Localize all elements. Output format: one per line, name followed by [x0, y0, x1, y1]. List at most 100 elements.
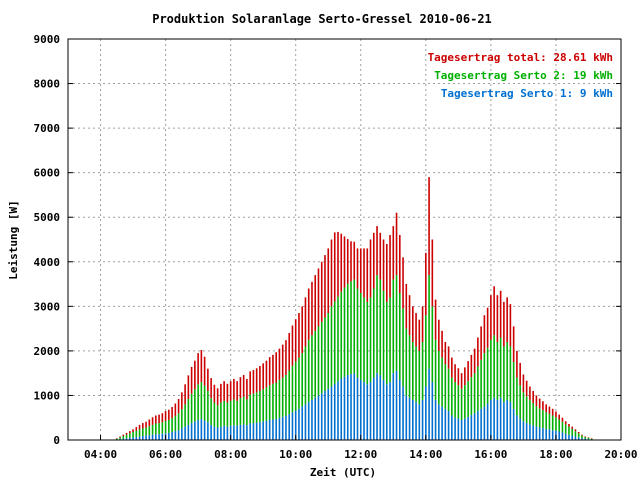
bar-segment-total: [447, 346, 450, 369]
bar-segment-total: [194, 360, 196, 390]
bar-segment-serto-2: [418, 350, 421, 405]
bar-segment-serto-1: [382, 379, 385, 440]
bar-segment-serto-2: [512, 362, 515, 409]
bar-segment-serto-2: [496, 341, 499, 400]
bar-segment-serto-2: [412, 341, 414, 400]
bar-segment-serto-2: [346, 283, 349, 375]
bar-segment-serto-1: [509, 402, 512, 440]
bar-segment-serto-2: [174, 415, 177, 432]
bar-segment-serto-1: [431, 382, 434, 440]
bar-segment-serto-2: [291, 365, 294, 413]
bar-segment-total: [464, 367, 466, 386]
bar-segment-total: [473, 348, 476, 374]
bar-segment-serto-2: [415, 346, 417, 403]
bar-segment-total: [392, 226, 395, 280]
bar-segment-serto-1: [259, 422, 261, 440]
bar-segment-total: [542, 401, 544, 411]
bar-segment-total: [460, 373, 463, 389]
bar-segment-serto-2: [366, 301, 369, 385]
bar-segment-serto-2: [340, 291, 343, 379]
bar-segment-serto-1: [181, 428, 183, 440]
bar-segment-serto-2: [327, 313, 330, 389]
bar-segment-total: [145, 421, 147, 428]
bar-segment-total: [174, 403, 177, 416]
bar-segment-serto-2: [359, 292, 362, 380]
bar-segment-serto-2: [558, 419, 560, 432]
bar-segment-serto-1: [564, 433, 567, 440]
bar-segment-serto-2: [333, 301, 336, 384]
bar-segment-serto-2: [587, 437, 590, 440]
y-tick-label: 9000: [34, 33, 61, 46]
bar-segment-total: [151, 417, 154, 425]
bar-segment-serto-2: [210, 398, 212, 425]
bar-segment-total: [561, 417, 564, 422]
bar-segment-serto-1: [314, 397, 317, 440]
bar-segment-serto-1: [577, 437, 580, 440]
bar-segment-total: [275, 352, 277, 383]
bar-segment-total: [294, 319, 297, 362]
bar-segment-serto-2: [304, 346, 307, 405]
bar-segment-serto-2: [200, 382, 203, 420]
bar-segment-serto-2: [298, 357, 300, 409]
bar-segment-total: [216, 388, 219, 406]
bar-segment-total: [327, 248, 330, 314]
bar-segment-serto-1: [272, 419, 274, 440]
bar-segment-total: [197, 353, 199, 385]
bar-segment-total: [249, 371, 251, 395]
bar-segment-total: [337, 231, 339, 297]
bar-segment-serto-1: [249, 423, 251, 440]
bar-segment-total: [320, 261, 323, 322]
bar-segment-total: [503, 301, 505, 347]
bar-segment-serto-1: [291, 412, 294, 440]
bar-segment-serto-1: [493, 397, 495, 440]
bar-segment-serto-1: [239, 424, 242, 440]
y-tick-label: 8000: [34, 78, 61, 91]
bar-segment-serto-2: [171, 418, 173, 432]
bar-segment-serto-1: [389, 382, 391, 440]
bar-segment-total: [138, 424, 141, 430]
bar-segment-serto-2: [317, 326, 320, 396]
bar-segment-total: [262, 363, 264, 390]
bar-segment-total: [431, 239, 434, 307]
bar-segment-total: [548, 406, 551, 414]
bar-segment-serto-2: [252, 393, 255, 424]
x-tick-label: 04:00: [84, 448, 117, 461]
bar-segment-serto-1: [581, 438, 583, 440]
bar-segment-serto-2: [148, 426, 151, 436]
bar-segment-total: [496, 295, 499, 342]
bar-segment-serto-2: [307, 339, 310, 403]
bar-segment-serto-2: [343, 287, 346, 377]
bar-segment-total: [451, 357, 453, 378]
bar-segment-serto-2: [216, 405, 219, 428]
bar-segment-serto-1: [320, 393, 323, 440]
bar-segment-serto-1: [490, 399, 492, 440]
bar-segment-serto-1: [177, 430, 180, 440]
bar-segment-serto-2: [135, 430, 138, 437]
bar-segment-total: [558, 414, 560, 420]
bar-segment-total: [519, 362, 521, 386]
bar-segment-total: [135, 427, 138, 431]
bar-segment-serto-1: [158, 434, 160, 440]
y-tick-label: 4000: [34, 256, 61, 269]
bar-segment-serto-2: [369, 297, 372, 383]
bar-segment-total: [317, 268, 320, 327]
bar-segment-serto-1: [538, 427, 541, 440]
bar-segment-serto-2: [275, 382, 277, 420]
bar-segment-total: [288, 333, 290, 371]
bar-segment-serto-2: [434, 339, 437, 400]
bar-segment-serto-2: [142, 428, 144, 436]
bar-segment-serto-1: [327, 388, 330, 440]
bar-segment-serto-2: [577, 433, 580, 438]
bar-segment-total: [213, 384, 216, 403]
bar-segment-total: [307, 288, 310, 340]
bar-segment-serto-2: [402, 308, 404, 387]
bar-segment-serto-2: [249, 394, 251, 424]
legend: Tagesertrag total: 28.61 kWh Tagesertrag…: [428, 51, 613, 100]
bar-segment-serto-1: [194, 421, 196, 440]
x-tick-label: 14:00: [409, 448, 442, 461]
bar-segment-total: [314, 275, 317, 331]
bar-segment-serto-1: [171, 431, 173, 440]
bar-segment-serto-1: [343, 376, 346, 440]
bar-segment-total: [190, 366, 193, 394]
bar-segment-total: [499, 290, 502, 338]
